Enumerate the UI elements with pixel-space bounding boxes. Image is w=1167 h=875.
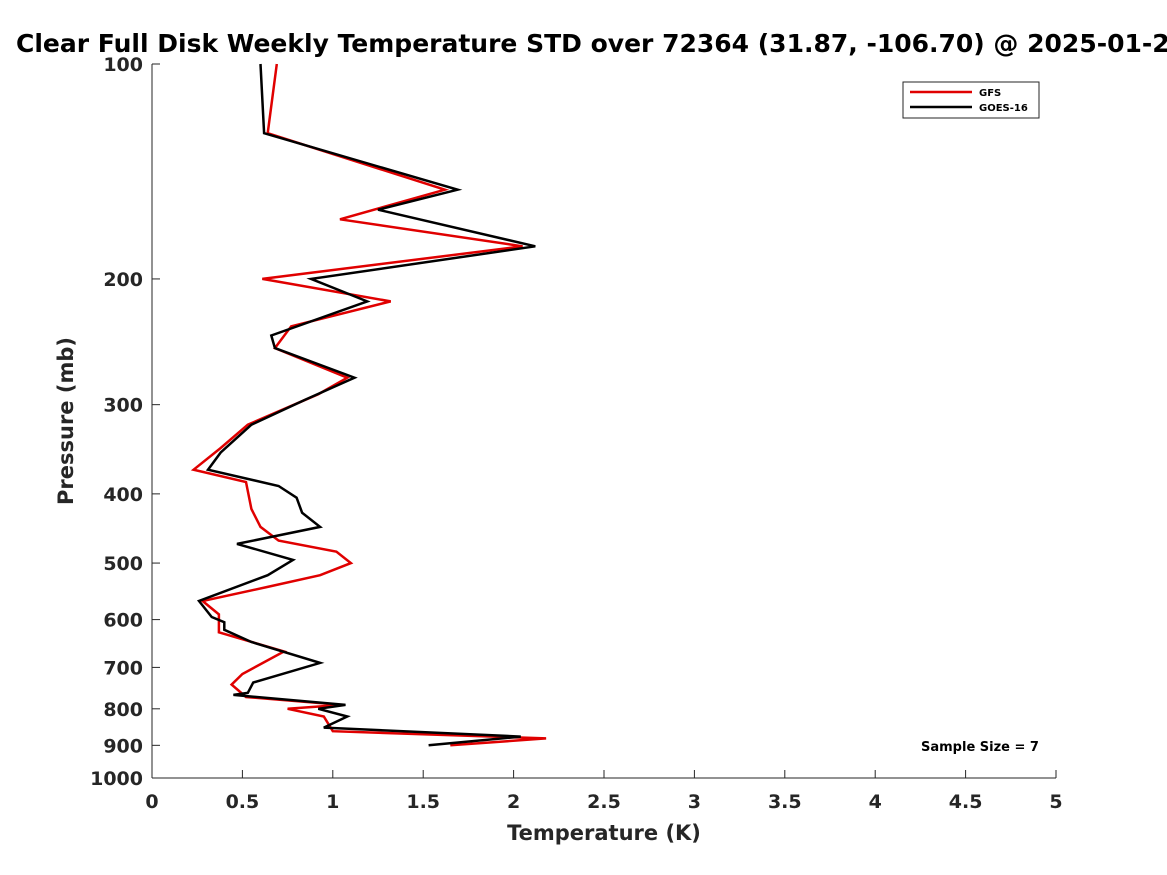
x-tick-label: 3.5: [768, 791, 802, 813]
y-ticks: 100 200 300 400 500 600 700 800 900 1000: [90, 54, 160, 790]
sample-size-annotation: Sample Size = 7: [921, 740, 1039, 755]
y-tick-label: 700: [103, 657, 143, 679]
y-tick-label: 800: [103, 699, 143, 721]
x-tick-label: 2: [507, 791, 520, 813]
plot-area: 0 0.5 1 1.5 2 2.5 3 3.5 4 4.5 5 100 200 300 400 500 600…: [90, 54, 1063, 813]
y-tick-label: 200: [103, 269, 143, 291]
chart-title: Clear Full Disk Weekly Temperature STD o…: [16, 29, 1167, 58]
x-tick-label: 4: [869, 791, 882, 813]
x-tick-label: 0.5: [226, 791, 260, 813]
y-tick-label: 100: [103, 54, 143, 76]
series-layer: [190, 63, 547, 747]
x-ticks: 0 0.5 1 1.5 2 2.5 3 3.5 4 4.5 5: [145, 770, 1063, 813]
legend-label-goes16: GOES-16: [979, 103, 1028, 114]
y-tick-label: 600: [103, 610, 143, 632]
y-tick-label: 1000: [90, 768, 143, 790]
y-axis-label: Pressure (mb): [54, 337, 78, 505]
legend: GFS GOES-16: [902, 81, 1040, 119]
y-tick-label: 400: [103, 484, 143, 506]
x-tick-label: 4.5: [949, 791, 983, 813]
x-tick-label: 1: [326, 791, 339, 813]
x-tick-label: 1.5: [406, 791, 440, 813]
y-tick-label: 500: [103, 553, 143, 575]
x-tick-label: 5: [1049, 791, 1062, 813]
series-line-gfs: [190, 63, 547, 747]
x-tick-label: 2.5: [587, 791, 621, 813]
x-tick-label: 3: [688, 791, 701, 813]
legend-box: [902, 81, 1040, 119]
x-axis-label: Temperature (K): [507, 821, 701, 845]
series-line-goes16: [196, 63, 536, 747]
legend-label-gfs: GFS: [979, 88, 1001, 99]
y-tick-label: 300: [103, 395, 143, 417]
y-tick-label: 900: [103, 735, 143, 757]
x-tick-label: 0: [145, 791, 158, 813]
